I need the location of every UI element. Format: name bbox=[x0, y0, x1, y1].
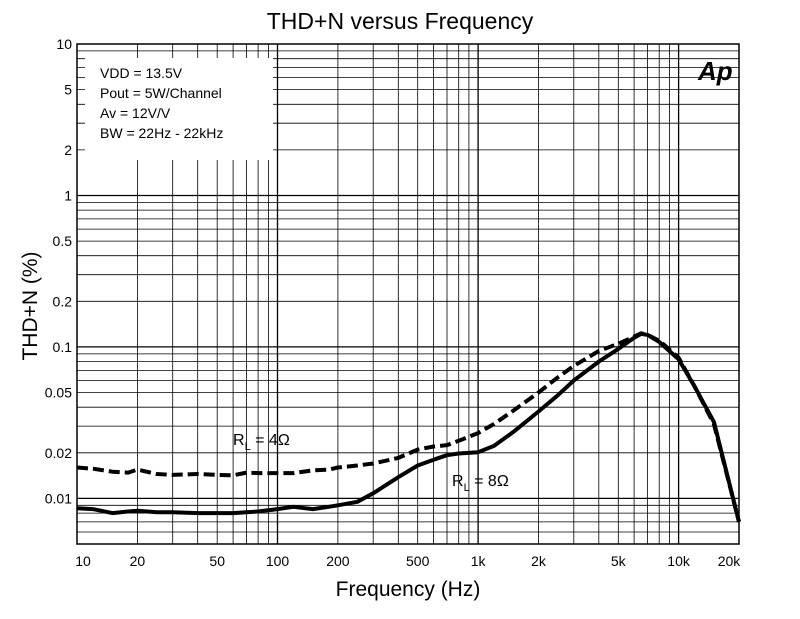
chart-title: THD+N versus Frequency bbox=[266, 8, 534, 34]
y-axis-label: THD+N (%) bbox=[19, 251, 42, 361]
y-tick-label: 1 bbox=[64, 188, 72, 204]
y-tick-label: 2 bbox=[64, 142, 72, 158]
series-label-4-ohm-r: R bbox=[233, 432, 245, 449]
ap-logo: Ap bbox=[697, 56, 733, 86]
x-tick-label: 1k bbox=[471, 553, 487, 569]
axis-tick-labels: 10 20 50 100 200 500 1k 2k 5k 10k 20k 10 5 2 1 0.5 0.2 0.… bbox=[45, 36, 742, 569]
series-label-8-ohm-r: R bbox=[452, 473, 464, 490]
series-lines bbox=[76, 331, 741, 523]
x-tick-label: 2k bbox=[531, 553, 547, 569]
x-tick-label: 500 bbox=[406, 553, 430, 569]
x-tick-label: 100 bbox=[266, 553, 290, 569]
series-label-8-ohm-value: = 8Ω bbox=[470, 473, 509, 490]
plot-frame bbox=[76, 43, 740, 545]
x-tick-label: 10 bbox=[75, 553, 91, 569]
series-label-4-ohm-value: = 4Ω bbox=[251, 432, 290, 449]
series-label-8-ohm-sub: L bbox=[464, 482, 470, 494]
y-tick-label: 0.01 bbox=[45, 490, 72, 506]
y-tick-label: 0.02 bbox=[45, 445, 72, 461]
y-tick-label: 0.1 bbox=[53, 339, 73, 355]
conditions-box-background bbox=[85, 58, 273, 160]
series-label-4-ohm-sub: L bbox=[245, 441, 251, 453]
x-tick-label: 20 bbox=[130, 553, 146, 569]
x-tick-label: 50 bbox=[209, 553, 225, 569]
condition-pout: Pout = 5W/Channel bbox=[100, 85, 222, 101]
chart-annotations: VDD = 13.5V Pout = 5W/Channel Av = 12V/V… bbox=[100, 56, 733, 494]
y-tick-label: 0.05 bbox=[45, 385, 72, 401]
y-tick-label: 10 bbox=[56, 36, 72, 52]
x-tick-label: 200 bbox=[326, 553, 350, 569]
condition-vdd: VDD = 13.5V bbox=[100, 65, 183, 81]
x-tick-label: 5k bbox=[611, 553, 627, 569]
x-tick-label: 20k bbox=[718, 553, 742, 569]
y-tick-label: 0.2 bbox=[53, 293, 73, 309]
y-tick-label: 5 bbox=[64, 82, 72, 98]
x-axis-label: Frequency (Hz) bbox=[335, 578, 481, 601]
x-tick-label: 10k bbox=[667, 553, 691, 569]
series-label-4-ohm: RL = 4Ω bbox=[233, 432, 290, 453]
condition-bw: BW = 22Hz - 22kHz bbox=[100, 125, 223, 141]
series-line-8-ohm bbox=[76, 331, 741, 523]
y-tick-label: 0.5 bbox=[53, 233, 73, 249]
series-label-8-ohm: RL = 8Ω bbox=[452, 473, 509, 494]
condition-av: Av = 12V/V bbox=[100, 105, 171, 121]
